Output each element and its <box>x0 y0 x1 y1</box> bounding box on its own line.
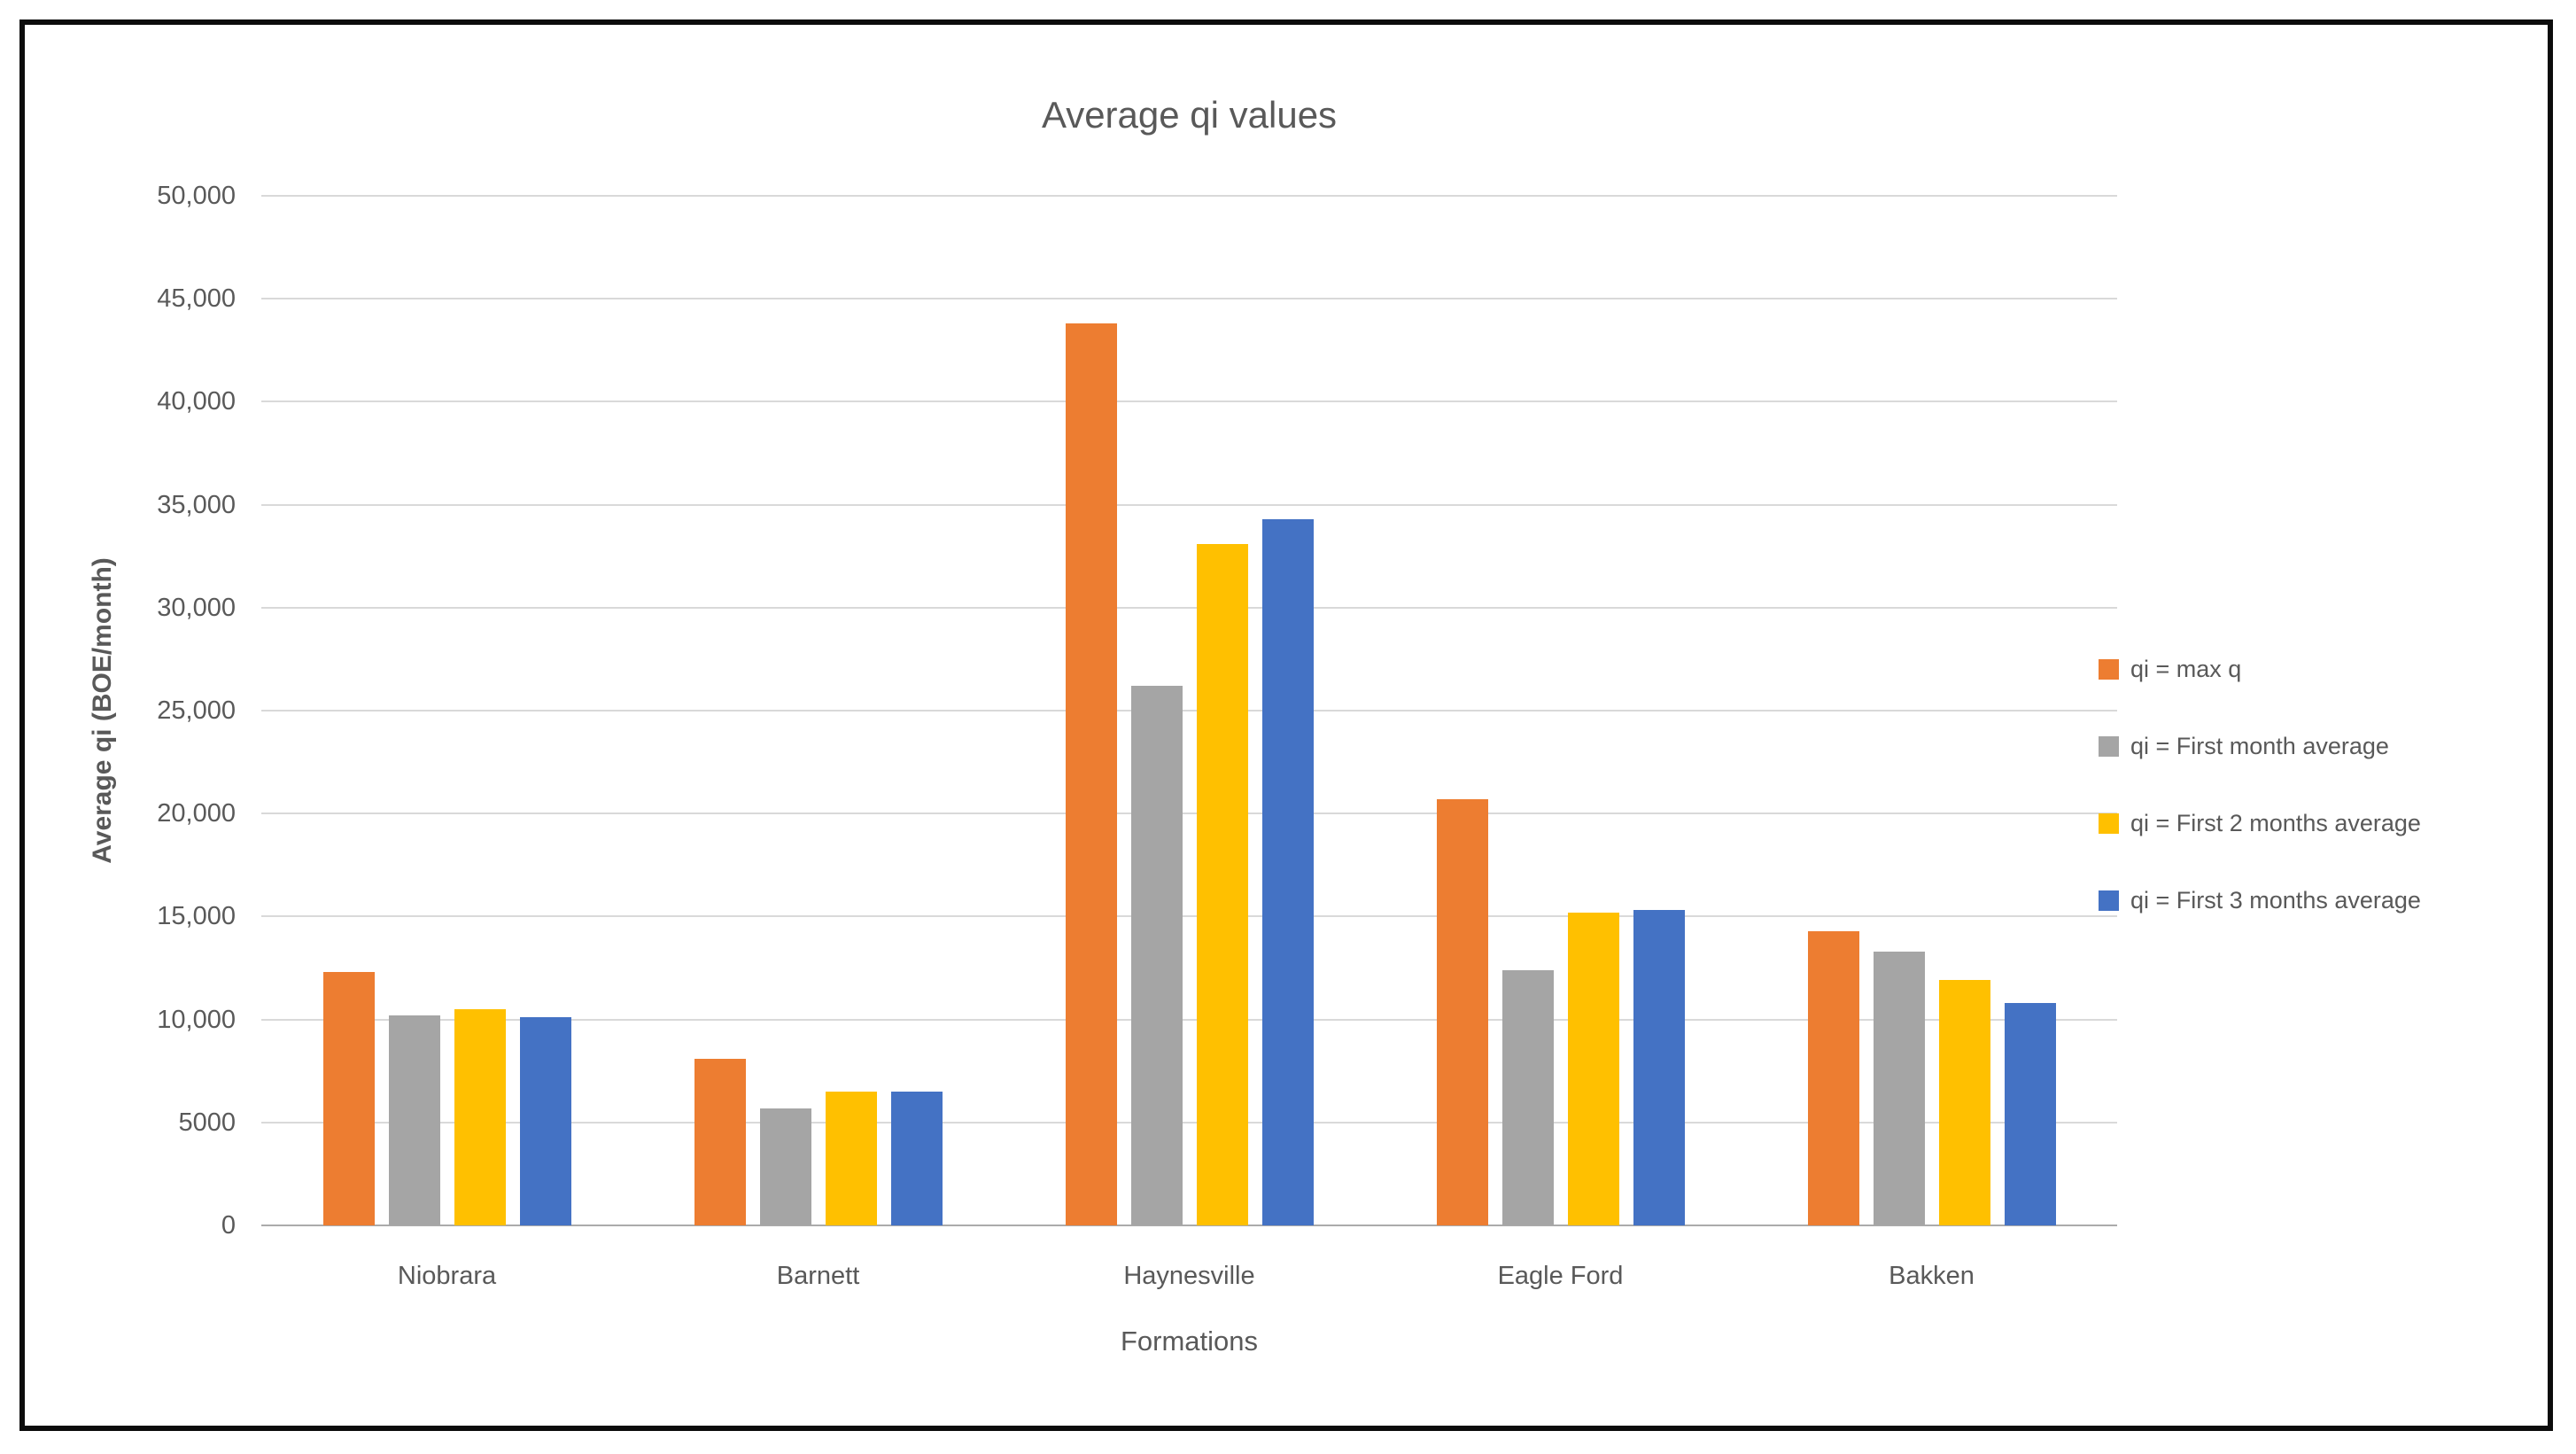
gridline <box>261 298 2117 300</box>
x-category-label: Barnett <box>776 1262 860 1290</box>
plot-area <box>261 195 2117 1226</box>
bar <box>1633 910 1685 1225</box>
bar-group-haynesville <box>1004 196 1375 1225</box>
gridline <box>261 195 2117 197</box>
bar-group-eagle-ford <box>1375 196 1746 1225</box>
legend-swatch <box>2099 736 2119 757</box>
y-tick-label: 20,000 <box>157 799 236 828</box>
y-tick-label: 15,000 <box>157 902 236 931</box>
x-category-label: Haynesville <box>1123 1262 1255 1290</box>
gridline <box>261 503 2117 506</box>
bar <box>1261 518 1314 1225</box>
gridline <box>261 400 2117 403</box>
bar <box>759 1108 811 1225</box>
gridline <box>261 710 2117 711</box>
y-tick-label: 40,000 <box>157 387 236 416</box>
x-category-label: Bakken <box>1889 1262 1975 1290</box>
gridline <box>261 1121 2117 1124</box>
y-tick-label: 5000 <box>178 1108 236 1137</box>
bar <box>1196 543 1248 1225</box>
x-axis-line <box>261 1225 2117 1226</box>
chart-border-frame: Average qi values Average qi (BOE/month)… <box>19 19 2553 1431</box>
bar <box>1873 951 1925 1225</box>
y-tick-label: 25,000 <box>157 696 236 725</box>
bar <box>1065 323 1117 1225</box>
bar <box>1436 798 1488 1225</box>
legend-swatch <box>2099 890 2119 911</box>
bar <box>1130 686 1183 1225</box>
bar-group-bakken <box>1746 196 2117 1225</box>
legend-item: qi = First 3 months average <box>2099 887 2421 914</box>
legend-item: qi = First 2 months average <box>2099 810 2421 837</box>
y-tick-label: 10,000 <box>157 1005 236 1034</box>
legend-item: qi = max q <box>2099 656 2421 683</box>
legend-label: qi = First 3 months average <box>2130 887 2421 914</box>
x-category-label: Niobrara <box>397 1262 497 1290</box>
bar-groups <box>261 196 2117 1225</box>
bar <box>1567 912 1619 1225</box>
bar <box>694 1058 746 1225</box>
legend-swatch <box>2099 659 2119 680</box>
x-axis-category-labels: Niobrara Barnett Haynesville Eagle Ford Bakk… <box>261 1262 2117 1291</box>
bar <box>1938 980 1990 1225</box>
y-tick-label: 50,000 <box>157 182 236 210</box>
gridline <box>261 813 2117 815</box>
y-tick-label: 45,000 <box>157 284 236 314</box>
x-category-label: Eagle Ford <box>1497 1262 1624 1290</box>
bar <box>1807 930 1859 1225</box>
y-axis-tick-labels: 0 5000 10,000 15,000 20,000 25,000 30,000 35,00… <box>25 182 237 1240</box>
legend-label: qi = First 2 months average <box>2130 810 2421 836</box>
gridline <box>261 915 2117 918</box>
gridline <box>261 1018 2117 1021</box>
gridline <box>261 606 2117 609</box>
chart-area: Average qi values Average qi (BOE/month)… <box>25 25 2548 1426</box>
legend-label: qi = First month average <box>2130 733 2389 759</box>
bar-group-barnett <box>632 196 1004 1225</box>
bar <box>519 1017 571 1225</box>
legend-label: qi = max q <box>2130 656 2242 682</box>
y-tick-label: 0 <box>221 1211 236 1240</box>
legend-item: qi = First month average <box>2099 733 2421 760</box>
legend: qi = max q qi = First month average qi = F… <box>2099 656 2421 914</box>
bar <box>825 1091 877 1225</box>
bar <box>322 972 375 1225</box>
bar <box>890 1091 943 1225</box>
legend-swatch <box>2099 813 2119 834</box>
bar-group-niobrara <box>261 196 632 1225</box>
y-tick-label: 30,000 <box>157 593 236 622</box>
bar <box>2004 1003 2056 1225</box>
chart-title: Average qi values <box>1041 94 1338 136</box>
x-axis-title: Formations <box>1120 1326 1259 1357</box>
bar <box>454 1008 506 1225</box>
bar <box>388 1015 440 1225</box>
bar <box>1501 969 1554 1225</box>
y-tick-label: 35,000 <box>157 490 236 519</box>
